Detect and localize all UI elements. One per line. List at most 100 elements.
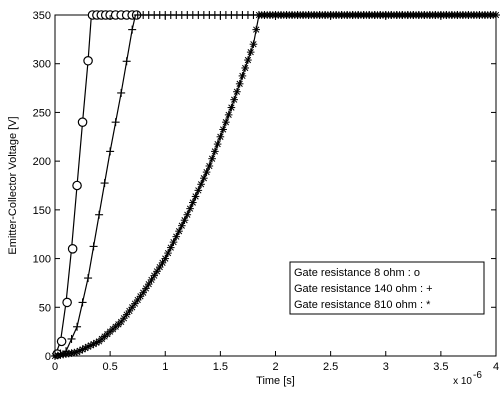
series-3-star-marker <box>153 267 161 276</box>
star-marker-diagonal-b <box>242 64 249 72</box>
series-2-plus-marker <box>89 242 98 251</box>
star-marker-diagonal-b <box>253 26 260 33</box>
series-3-star-marker <box>158 259 167 267</box>
series-3-star-marker <box>183 210 192 219</box>
series-3-star-marker <box>205 162 214 170</box>
star-marker-diagonal-b <box>206 162 213 170</box>
series-3-star-marker <box>139 288 147 297</box>
series-3-star-marker <box>200 174 208 182</box>
star-marker-diagonal-b <box>170 238 177 246</box>
star-marker-diagonal-b <box>137 293 144 300</box>
series-3-star-marker <box>155 263 164 271</box>
series-2-plus-marker <box>78 298 87 307</box>
star-marker-diagonal-b <box>250 41 257 48</box>
legend-box <box>289 261 485 315</box>
star-marker-diagonal-b <box>219 126 227 133</box>
star-marker-diagonal-b <box>231 96 238 103</box>
series-2-plus-marker <box>67 334 76 343</box>
y-axis-label: Emitter-Collector Voltage [V] <box>7 116 19 254</box>
star-marker-diagonal-b <box>153 268 161 275</box>
star-marker-diagonal-b <box>148 276 155 284</box>
series-3-star-marker <box>230 95 238 104</box>
x-axis-exponent-power: -6 <box>473 370 482 381</box>
star-marker-diagonal-b <box>156 263 163 271</box>
star-marker-diagonal-b <box>142 285 150 292</box>
x-tick-label: 0.5 <box>102 361 117 373</box>
star-marker-diagonal-b <box>167 244 174 251</box>
series-3-star-marker <box>161 254 170 263</box>
y-tick-label: 300 <box>33 59 51 71</box>
series-3-star-marker <box>246 48 255 56</box>
series-2-plus-marker <box>95 210 104 219</box>
series-2-plus-marker <box>128 25 137 34</box>
series-1-circle-marker <box>77 117 88 127</box>
series-3-star-marker <box>244 56 252 64</box>
star-marker-diagonal-b <box>186 205 194 212</box>
series-3-star-marker <box>92 338 101 347</box>
legend-item-3: Gate resistance 810 ohm : * <box>294 299 431 311</box>
x-tick-label: 1.5 <box>213 361 228 373</box>
series-2-plus-marker <box>117 88 126 97</box>
star-marker-diagonal-b <box>236 80 243 87</box>
x-axis-exponent-base: x 10 <box>453 376 472 387</box>
series-2-plus-marker <box>84 274 93 283</box>
star-marker-diagonal-b <box>189 199 196 206</box>
star-marker-diagonal-b <box>175 228 183 235</box>
series-3-star-marker <box>211 147 219 156</box>
series-3-star-marker <box>191 192 200 201</box>
star-marker-diagonal-b <box>222 119 230 126</box>
star-marker-diagonal-b <box>162 255 169 262</box>
x-tick-label: 2 <box>272 361 278 373</box>
star-marker-diagonal-b <box>184 211 191 218</box>
star-marker-diagonal-b <box>192 193 199 200</box>
series-3-star-marker <box>227 103 236 112</box>
series-3-star-marker <box>169 238 178 246</box>
star-marker-diagonal-b <box>129 304 136 311</box>
series-2-plus-marker <box>122 57 131 66</box>
series-3-star-marker <box>235 80 244 88</box>
series-3-star-marker <box>233 87 241 96</box>
star-marker-diagonal-b <box>134 296 141 304</box>
series-3-star-marker <box>252 25 261 34</box>
y-tick-label: 350 <box>33 10 51 22</box>
star-marker-diagonal-b <box>178 222 185 229</box>
star-marker-diagonal-b <box>233 88 241 95</box>
star-marker-diagonal-b <box>123 311 130 318</box>
series-3-star-marker <box>241 64 249 72</box>
legend-item-1: Gate resistance 8 ohm : o <box>294 267 420 279</box>
star-marker-diagonal-b <box>214 140 221 148</box>
star-marker-diagonal-b <box>164 249 172 257</box>
series-1-circle-marker <box>83 55 93 66</box>
y-tick-label: 50 <box>39 302 51 314</box>
x-axis-exponent: x 10 -6 <box>453 370 482 387</box>
star-marker-diagonal-b <box>225 111 232 119</box>
star-marker-diagonal-b <box>151 272 158 279</box>
x-tick-label: 3.5 <box>433 361 448 373</box>
star-marker-diagonal-b <box>140 289 147 296</box>
series-2-plus-marker <box>100 179 109 188</box>
star-marker-diagonal-b <box>131 300 139 307</box>
star-marker-diagonal-b <box>173 233 180 240</box>
x-tick-label: 3 <box>383 361 389 373</box>
star-marker-diagonal-b <box>203 168 210 176</box>
star-marker-diagonal-b <box>126 307 133 315</box>
series-3-star-marker <box>186 204 194 213</box>
star-marker-diagonal-b <box>211 148 219 155</box>
series-2-plus-marker <box>111 118 120 127</box>
series-3-star-marker <box>144 280 153 288</box>
series-3-star-marker <box>238 72 247 80</box>
series-3-star-marker <box>164 249 172 257</box>
legend-item-2: Gate resistance 140 ohm : + <box>294 283 433 295</box>
series-3 <box>51 11 500 360</box>
series-3-star-marker <box>142 284 150 293</box>
series-3-star-marker <box>166 243 175 252</box>
series-3-star-marker <box>136 292 145 301</box>
y-tick-label: 100 <box>33 254 51 266</box>
legend: Gate resistance 8 ohm : o Gate resistance… <box>289 261 485 315</box>
series-3-star-marker <box>175 227 183 235</box>
series-2-plus-marker <box>73 322 82 331</box>
series-1-circle-marker <box>67 244 78 254</box>
series-3-star-marker <box>189 198 197 207</box>
